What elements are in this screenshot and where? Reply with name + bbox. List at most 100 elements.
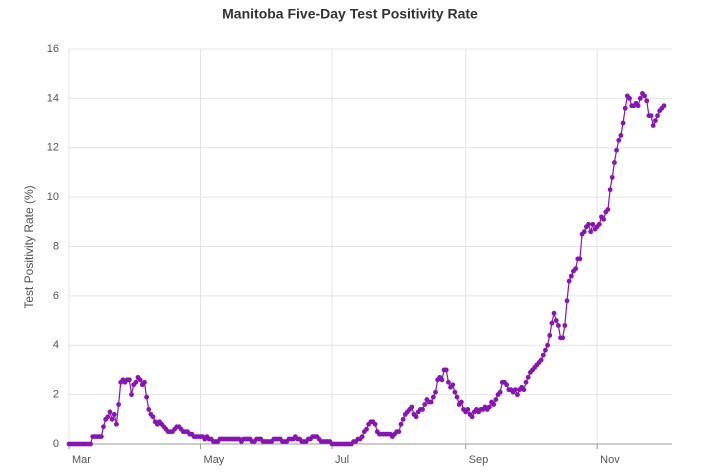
data-point [133, 379, 139, 385]
data-point [652, 118, 658, 123]
x-tick-label: Mar [72, 454, 91, 466]
data-point [400, 416, 406, 422]
data-point [627, 95, 632, 101]
data-point [116, 402, 121, 407]
data-point [146, 407, 152, 412]
data-point [497, 389, 503, 395]
data-point [109, 416, 115, 422]
data-point [560, 335, 566, 341]
data-point [549, 320, 555, 326]
data-point [543, 347, 548, 353]
data-point [612, 160, 617, 165]
data-point [620, 120, 626, 126]
data-point [114, 421, 119, 427]
data-point [439, 377, 445, 383]
data-point [430, 394, 436, 400]
data-point [553, 318, 559, 323]
data-point [573, 266, 579, 272]
data-point [409, 404, 415, 410]
data-point [545, 342, 550, 348]
data-point [551, 310, 557, 316]
data-point [562, 323, 568, 328]
y-axis-label: Test Positivity Rate (%) [22, 185, 36, 308]
data-point [637, 95, 643, 101]
data-point [452, 389, 458, 395]
data-point [129, 392, 134, 398]
data-point [601, 216, 607, 222]
data-point [616, 137, 622, 143]
data-point [137, 377, 143, 383]
data-point [364, 426, 369, 432]
y-tick-label: 12 [47, 142, 59, 154]
data-point [469, 414, 475, 420]
data-point [493, 397, 499, 402]
data-point [644, 98, 650, 104]
data-point [655, 113, 660, 119]
data-point [614, 147, 619, 153]
data-point [101, 424, 106, 430]
data-point [538, 357, 544, 363]
data-point [512, 387, 518, 393]
data-point [142, 379, 147, 385]
data-point [605, 207, 611, 212]
data-point [396, 429, 402, 435]
data-point [523, 379, 529, 385]
x-tick-label: Jul [335, 454, 349, 466]
data-point [450, 382, 456, 388]
data-point [105, 414, 111, 420]
data-point [540, 352, 546, 358]
y-tick-label: 2 [53, 389, 59, 401]
data-point [98, 434, 104, 439]
data-point [521, 387, 527, 393]
data-point [555, 323, 561, 328]
data-point [590, 221, 596, 227]
chart-title: Manitoba Five-Day Test Positivity Rate [222, 6, 478, 22]
data-point [144, 394, 150, 400]
x-tick-label: May [204, 454, 225, 466]
data-point [126, 377, 132, 383]
data-point [586, 221, 591, 227]
data-point [443, 367, 449, 373]
data-point [577, 256, 583, 262]
data-point [596, 221, 602, 227]
data-point [525, 374, 531, 380]
data-point [420, 407, 425, 412]
data-point [635, 103, 641, 109]
data-point [566, 278, 572, 284]
data-point [547, 332, 553, 338]
data-point [491, 402, 497, 407]
data-point [609, 174, 615, 180]
y-tick-label: 16 [47, 43, 59, 55]
data-point [564, 298, 570, 304]
data-point [150, 414, 156, 420]
y-tick-label: 8 [53, 240, 59, 252]
data-point [428, 399, 434, 405]
data-point [568, 273, 574, 279]
data-point [515, 392, 520, 398]
data-point [372, 421, 378, 427]
data-point [88, 441, 93, 447]
data-point [504, 382, 510, 388]
y-tick-label: 6 [53, 290, 59, 302]
data-point [454, 394, 460, 400]
data-point [588, 229, 594, 235]
y-tick-label: 14 [47, 92, 59, 104]
data-point [607, 187, 613, 193]
x-tick-label: Sep [469, 454, 489, 466]
data-point [458, 399, 464, 405]
data-point [107, 409, 113, 415]
data-point [359, 434, 365, 439]
y-tick-label: 4 [53, 339, 59, 351]
data-point [622, 105, 628, 111]
data-point [618, 133, 624, 138]
data-point [581, 229, 587, 235]
data-point [446, 379, 451, 385]
data-point [486, 404, 492, 410]
data-point [398, 421, 404, 427]
y-tick-label: 0 [53, 438, 59, 450]
data-point [413, 414, 419, 420]
data-point [422, 402, 428, 407]
data-point [648, 113, 654, 119]
y-tick-label: 10 [47, 191, 59, 203]
